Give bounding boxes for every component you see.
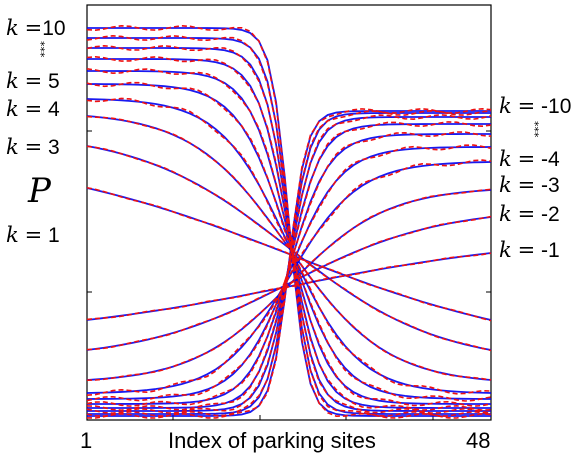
k-value: 4 <box>48 98 60 121</box>
k-value: -1 <box>541 239 560 262</box>
equals-sign: = <box>517 202 536 226</box>
k-symbol: k <box>6 223 19 247</box>
equals-sign: = <box>24 135 43 159</box>
equals-sign: = <box>24 97 43 121</box>
right-label-k-minus1: k = -1 <box>499 238 560 262</box>
right-label-k-minus3: k = -3 <box>499 173 560 197</box>
dashed-line-k6 <box>86 68 492 407</box>
k-value: -2 <box>541 203 560 226</box>
right-axis-ticks <box>486 130 491 293</box>
dashed-line-km2 <box>86 215 492 351</box>
equals-sign: = <box>517 147 536 171</box>
solid-line-km5 <box>86 146 492 400</box>
k-symbol: k <box>499 94 512 118</box>
equals-sign: = <box>24 69 43 93</box>
dashed-line-k5 <box>86 81 492 402</box>
k-value: -4 <box>541 148 560 171</box>
equals-sign: = <box>517 173 536 197</box>
k-value: 3 <box>48 136 60 159</box>
dashed-line-k1 <box>86 186 492 322</box>
right-ellipsis: *** <box>528 121 541 138</box>
k-symbol: k <box>499 202 512 226</box>
dashed-line-k9 <box>86 35 492 417</box>
left-label-k3: k = 3 <box>6 135 60 159</box>
dashed-line-km10 <box>86 107 492 419</box>
left-label-k4: k = 4 <box>6 97 60 121</box>
k-value: 1 <box>48 224 60 247</box>
k-symbol: k <box>6 97 19 121</box>
left-axis-ticks <box>87 130 92 293</box>
dashed-line-k7 <box>86 56 492 411</box>
dashed-line-km6 <box>86 131 492 407</box>
left-ellipsis: *** <box>34 41 47 58</box>
dashed-series-group <box>86 25 492 419</box>
dashed-line-k2 <box>86 145 492 352</box>
plot-frame <box>86 4 492 421</box>
k-symbol: k <box>499 147 512 171</box>
equals-sign: = <box>24 223 43 247</box>
dashed-line-k4 <box>86 97 492 395</box>
dashed-line-km1 <box>86 252 492 321</box>
right-label-k-minus4: k = -4 <box>499 147 560 171</box>
left-label-k5: k = 5 <box>6 69 60 93</box>
x-axis-label: Index of parking sites <box>168 428 376 453</box>
dashed-line-km5 <box>86 144 492 402</box>
equals-sign: = <box>24 16 43 40</box>
x-tick-label-first: 1 <box>80 428 93 453</box>
k-value: 10 <box>42 17 66 40</box>
dashed-line-km3 <box>86 188 492 381</box>
k-value: 5 <box>48 70 60 93</box>
k-symbol: k <box>499 173 512 197</box>
left-label-k10: k =10 <box>6 16 66 40</box>
k-symbol: k <box>499 238 512 262</box>
right-label-k-minus2: k = -2 <box>499 202 560 226</box>
k-symbol: k <box>6 135 19 159</box>
equals-sign: = <box>517 94 536 118</box>
dashed-line-km4 <box>86 159 492 396</box>
dashed-line-k8 <box>86 44 492 414</box>
right-label-k-minus10: k = -10 <box>499 94 572 118</box>
k-symbol: k <box>6 16 19 40</box>
k-value: -3 <box>541 174 560 197</box>
x-tick-label-last: 48 <box>466 428 491 453</box>
left-label-k1: k = 1 <box>6 223 60 247</box>
y-axis-label: P <box>28 171 51 211</box>
k-symbol: k <box>6 69 19 93</box>
equals-sign: = <box>517 238 536 262</box>
k-value: -10 <box>541 95 572 118</box>
